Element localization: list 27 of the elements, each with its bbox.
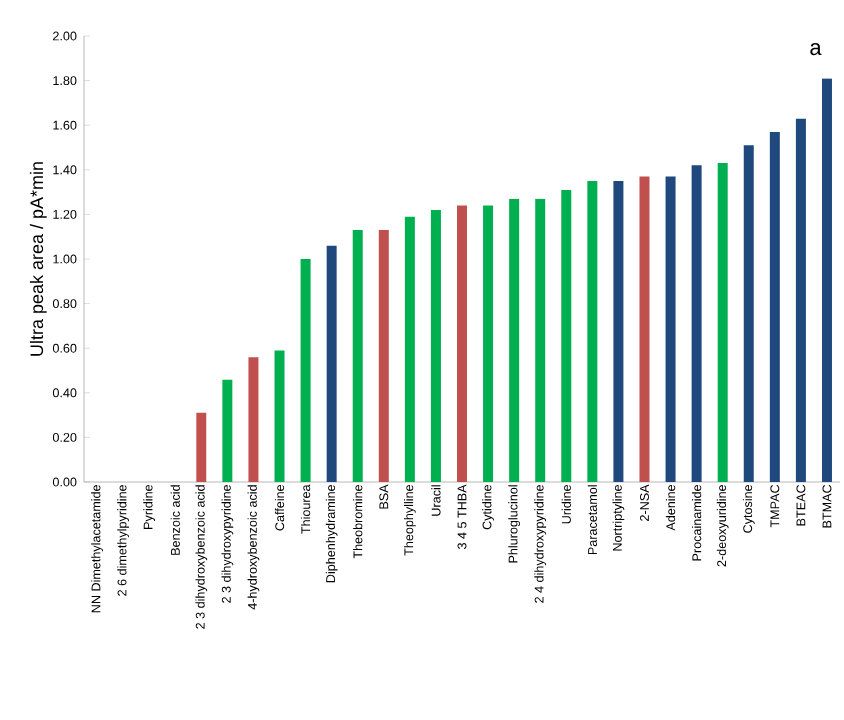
bar — [300, 259, 311, 483]
bar — [743, 145, 754, 483]
bar — [457, 205, 468, 483]
bar — [769, 131, 780, 483]
bar — [274, 350, 285, 483]
bar — [248, 357, 259, 483]
bar — [509, 198, 520, 483]
bar — [613, 180, 624, 483]
bar — [326, 245, 337, 483]
bar — [639, 176, 650, 483]
bar — [821, 78, 832, 483]
bar — [665, 176, 676, 483]
bar — [561, 189, 572, 483]
bar — [483, 205, 494, 483]
bar — [352, 230, 363, 483]
bar — [587, 180, 598, 483]
bar — [535, 198, 546, 483]
bar — [404, 216, 415, 483]
bar — [430, 209, 441, 483]
annotation: a — [810, 43, 822, 56]
y-axis-title: Ultra peak area / pA*min — [29, 162, 47, 356]
bar — [222, 379, 233, 483]
bar — [795, 118, 806, 483]
bar — [196, 412, 207, 483]
bar — [691, 165, 702, 483]
bar — [717, 163, 728, 483]
bar — [378, 230, 389, 483]
